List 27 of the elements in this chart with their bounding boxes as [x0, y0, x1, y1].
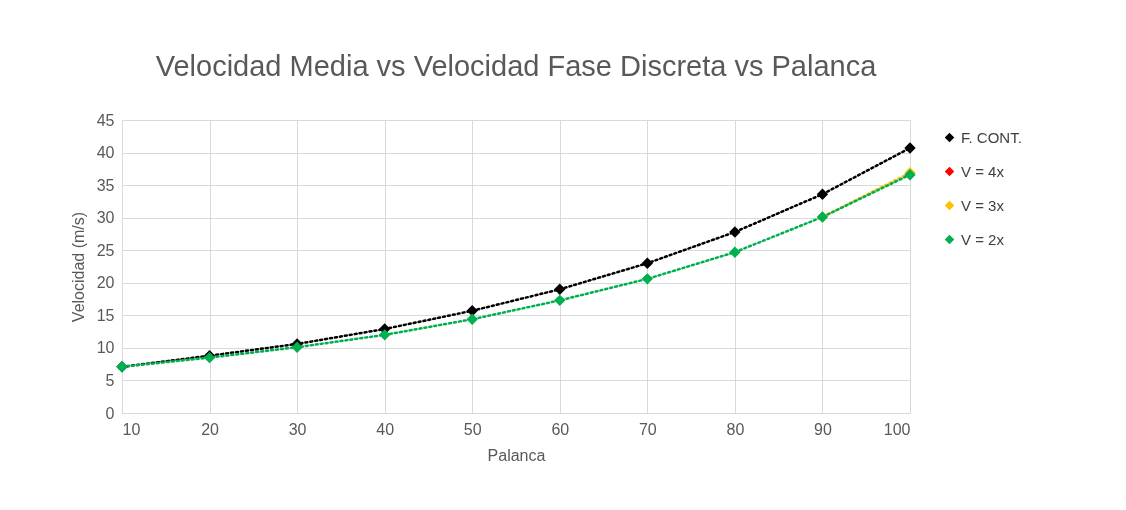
y-tick-label: 40 — [96, 144, 115, 162]
x-tick-label: 70 — [638, 420, 657, 438]
x-tick-label: 40 — [376, 420, 395, 438]
y-tick-label: 35 — [96, 176, 115, 194]
y-tick-label: 45 — [96, 111, 115, 129]
chart-title: Velocidad Media vs Velocidad Fase Discreta vs Palanca — [155, 50, 878, 82]
x-tick-label: 10 — [122, 420, 141, 438]
legend-label: V = 2x — [961, 230, 1005, 248]
x-tick-label: 80 — [726, 420, 745, 438]
x-tick-label: 100 — [883, 420, 911, 438]
y-tick-label: 0 — [105, 404, 115, 422]
x-axis-title: Palanca — [487, 446, 546, 464]
legend-label: F. CONT. — [961, 128, 1022, 146]
y-tick-label: 30 — [96, 209, 115, 227]
x-tick-label: 90 — [814, 420, 832, 438]
x-tick-label: 60 — [551, 420, 570, 438]
y-tick-label: 15 — [96, 306, 115, 324]
y-tick-label: 25 — [96, 241, 115, 259]
x-tick-label: 50 — [463, 420, 482, 438]
y-axis-title: Velocidad (m/s) — [69, 211, 87, 323]
y-tick-label: 10 — [96, 339, 115, 357]
y-tick-label: 20 — [96, 274, 115, 292]
x-tick-label: 20 — [201, 420, 220, 438]
x-tick-label: 30 — [288, 420, 307, 438]
legend-label: V = 4x — [961, 162, 1005, 180]
legend-label: V = 3x — [961, 196, 1005, 214]
y-tick-label: 5 — [105, 371, 115, 389]
